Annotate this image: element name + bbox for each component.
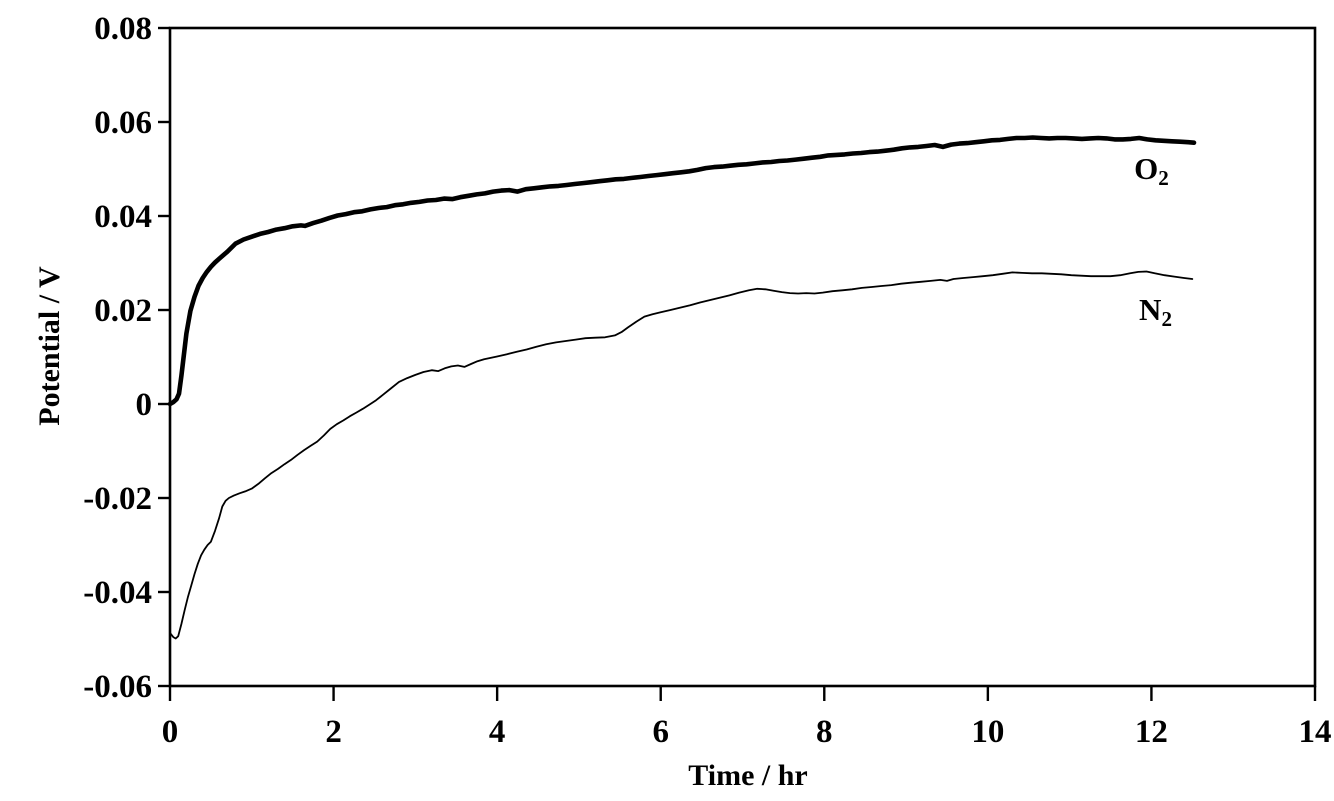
y-tick-label: 0.08 bbox=[94, 11, 152, 47]
y-tick-label: -0.02 bbox=[83, 481, 152, 517]
x-tick-label: 8 bbox=[816, 714, 833, 750]
y-tick-label: -0.04 bbox=[83, 575, 152, 611]
x-tick-label: 12 bbox=[1135, 714, 1168, 750]
curve-o2 bbox=[167, 135, 1197, 407]
plot-frame bbox=[168, 26, 1317, 688]
x-tick-label: 0 bbox=[162, 714, 179, 750]
y-tick-label: 0 bbox=[136, 387, 153, 423]
y-tick-label: 0.04 bbox=[94, 199, 152, 235]
y-tick-label: 0.02 bbox=[94, 293, 152, 329]
y-axis-title: Potential / V bbox=[33, 266, 66, 426]
curve-n2 bbox=[169, 270, 1194, 640]
x-tick-label: 10 bbox=[971, 714, 1004, 750]
series-label-n2-subscript: 2 bbox=[1161, 307, 1172, 332]
x-tick-label: 4 bbox=[489, 714, 506, 750]
y-tick-label: -0.06 bbox=[83, 669, 152, 705]
x-axis-title: Time / hr bbox=[688, 759, 808, 792]
series-label-o2-symbol: O bbox=[1134, 151, 1159, 187]
series-label-o2-subscript: 2 bbox=[1158, 166, 1169, 191]
x-tick-label: 2 bbox=[325, 714, 342, 750]
x-tick-label: 14 bbox=[1299, 714, 1332, 750]
x-tick-label: 6 bbox=[652, 714, 669, 750]
series-label-n2: N2 bbox=[1139, 292, 1172, 332]
series-label-o2: O2 bbox=[1134, 151, 1169, 191]
y-tick-label: 0.06 bbox=[94, 105, 152, 141]
series-label-n2-symbol: N bbox=[1139, 292, 1162, 328]
